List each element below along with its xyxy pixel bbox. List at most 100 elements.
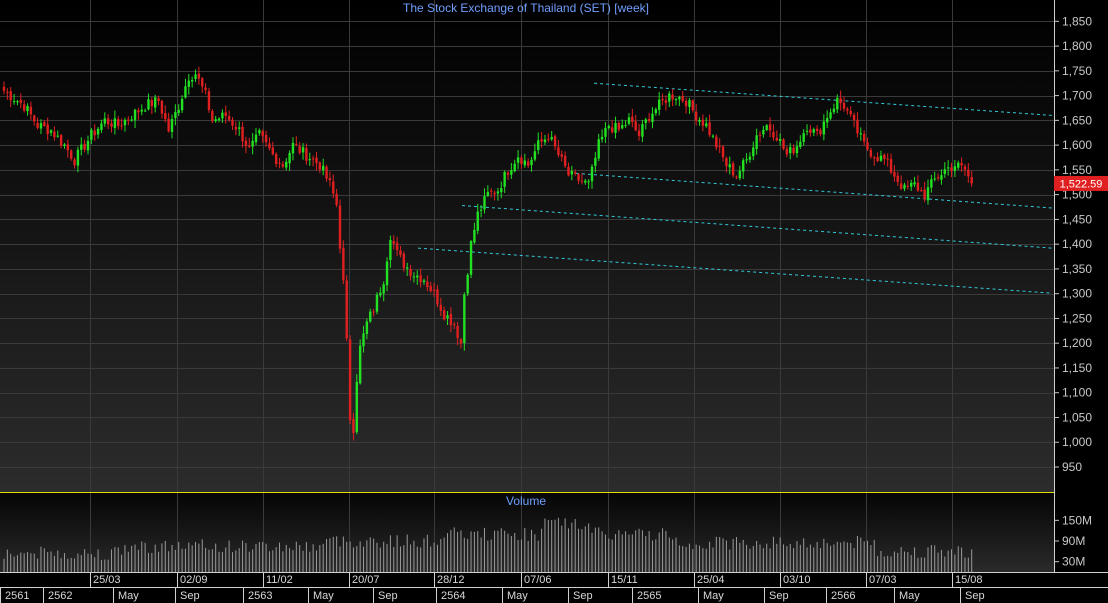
candle-body (758, 134, 762, 136)
candle-body (842, 102, 846, 109)
candle-body (671, 94, 674, 100)
period-label: Sep (573, 590, 593, 602)
candle-body (83, 143, 86, 150)
candle-body (563, 155, 567, 167)
candle-body (594, 157, 597, 166)
candle-body (836, 97, 839, 110)
candle-body (33, 115, 36, 122)
candle-body (261, 131, 264, 136)
candle-body (170, 118, 174, 132)
candle-body (301, 147, 305, 153)
axis-background (1054, 0, 1108, 572)
date-label: 03/10 (783, 574, 811, 586)
candle-body (238, 127, 241, 129)
candle-body (715, 136, 718, 148)
candle-body (852, 114, 856, 120)
candle-body (184, 86, 187, 98)
candle-body (526, 161, 530, 166)
candle-body (130, 119, 133, 121)
candle-body (100, 123, 103, 131)
candle-body (664, 100, 668, 104)
chart-title: The Stock Exchange of Thailand (SET) [we… (403, 1, 649, 15)
candle-body (846, 108, 849, 111)
trend-line (461, 205, 1053, 249)
candle-body (463, 294, 466, 344)
candle-body (822, 121, 826, 135)
period-label: May (507, 590, 528, 602)
candle-body (56, 135, 59, 137)
date-label: 15/11 (611, 574, 638, 586)
candle-body (490, 190, 493, 192)
candle-body (2, 86, 6, 91)
candle-body (93, 130, 96, 136)
candle-body (910, 182, 913, 187)
candle-body (691, 100, 694, 111)
candle-body (211, 111, 214, 122)
candle-body (547, 138, 550, 140)
candle-body (967, 169, 970, 177)
candle-body (369, 311, 372, 322)
candle-body (533, 151, 537, 160)
candle-body (869, 149, 873, 157)
candle-body (285, 161, 288, 168)
candle-body (234, 126, 238, 130)
candle-body (473, 229, 476, 243)
candle-body (708, 122, 711, 136)
candle-body (829, 112, 832, 119)
date-label: 07/06 (524, 574, 552, 586)
candle-body (738, 170, 742, 179)
candle-body (600, 136, 604, 140)
candle-body (906, 185, 910, 187)
candle-body (53, 131, 56, 138)
candle-body (765, 125, 768, 130)
candle-body (540, 139, 543, 142)
candle-body (486, 192, 490, 196)
candle-body (681, 96, 684, 102)
date-axis: 25/03 02/09 11/02 20/07 28/12 07/06 15/11 25/04… (0, 572, 985, 603)
candle-body (328, 178, 332, 181)
candle-body (63, 144, 66, 146)
candle-body (70, 150, 73, 159)
candle-body (352, 418, 355, 434)
period-label: 2565 (637, 590, 661, 602)
candle-body (725, 158, 728, 167)
candle-body (782, 139, 785, 149)
candle-body (752, 147, 755, 157)
candle-body (197, 73, 201, 79)
candle-body (792, 147, 795, 154)
candle-body (728, 164, 731, 168)
candle-body (439, 304, 442, 311)
date-label: 11/02 (266, 574, 293, 586)
period-label: Sep (180, 590, 200, 602)
candle-body (731, 163, 735, 176)
candle-body (610, 127, 614, 133)
candle-body (305, 148, 308, 161)
candle-body (214, 119, 217, 122)
candle-body (362, 333, 365, 347)
candle-body (133, 109, 137, 121)
period-label: 2564 (441, 590, 465, 602)
candle-body (493, 192, 496, 195)
candle-body (550, 137, 553, 140)
candle-body (755, 135, 758, 149)
candle-body (332, 181, 335, 194)
candle-body (849, 110, 852, 115)
candle-body (627, 117, 631, 124)
period-label: May (313, 590, 334, 602)
candle-body (406, 267, 409, 269)
trend-line (593, 82, 1053, 116)
candle-body (227, 115, 231, 120)
candle-body (22, 104, 26, 111)
candle-body (523, 160, 526, 166)
last-price-tag-box (1054, 175, 1108, 191)
grid-lines (0, 0, 1054, 572)
candle-body (258, 130, 261, 134)
candle-body (503, 171, 506, 187)
candle-body (224, 112, 227, 116)
candle-body (385, 261, 389, 286)
price-tick-label: 1,400 (1062, 237, 1092, 251)
price-tick-label: 1,650 (1062, 113, 1092, 127)
candle-body (395, 242, 399, 251)
price-tick-label: 1,350 (1062, 262, 1092, 276)
candle-body (775, 137, 778, 141)
